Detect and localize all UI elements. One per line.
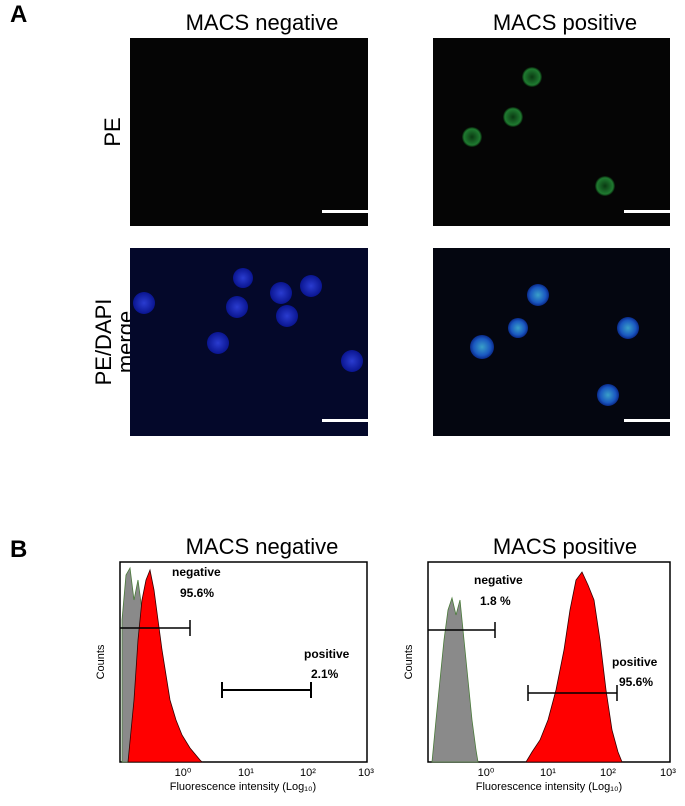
micrograph xyxy=(433,38,670,226)
gate-name: negative xyxy=(474,573,523,587)
micrograph xyxy=(130,248,368,436)
gate-name: positive xyxy=(304,647,350,661)
x-tick-label: 10² xyxy=(600,767,616,779)
gate-value: 1.8 % xyxy=(480,594,511,608)
x-label: Fluorescence intensity (Log₁₀) xyxy=(476,781,622,793)
row-label: PE xyxy=(100,117,125,146)
x-tick-label: 10¹ xyxy=(540,767,556,779)
micrograph xyxy=(433,248,670,436)
x-tick-label: 10² xyxy=(300,767,316,779)
column-header: MACS negative xyxy=(186,10,339,35)
x-tick-label: 10⁰ xyxy=(478,767,495,779)
histogram xyxy=(427,561,671,763)
column-header: MACS positive xyxy=(493,10,637,35)
y-label: Counts xyxy=(403,644,415,679)
gate-value: 95.6% xyxy=(619,675,653,689)
x-tick-label: 10⁰ xyxy=(175,767,192,779)
panel-label: B xyxy=(10,536,27,563)
x-label: Fluorescence intensity (Log₁₀) xyxy=(170,781,316,793)
histogram xyxy=(119,561,368,763)
row-label: PE/DAPI xyxy=(91,299,116,386)
gate-name: positive xyxy=(612,655,658,669)
x-tick-label: 10³ xyxy=(660,767,676,779)
gate-value: 2.1% xyxy=(311,667,339,681)
y-label: Counts xyxy=(95,644,107,679)
x-tick-label: 10³ xyxy=(358,767,374,779)
gate-value: 95.6% xyxy=(180,586,214,600)
x-tick-label: 10¹ xyxy=(238,767,254,779)
panel-label: A xyxy=(10,1,27,28)
plot-title: MACS positive xyxy=(493,534,637,559)
plot-title: MACS negative xyxy=(186,534,339,559)
gate-name: negative xyxy=(172,565,221,579)
micrograph xyxy=(130,38,368,226)
